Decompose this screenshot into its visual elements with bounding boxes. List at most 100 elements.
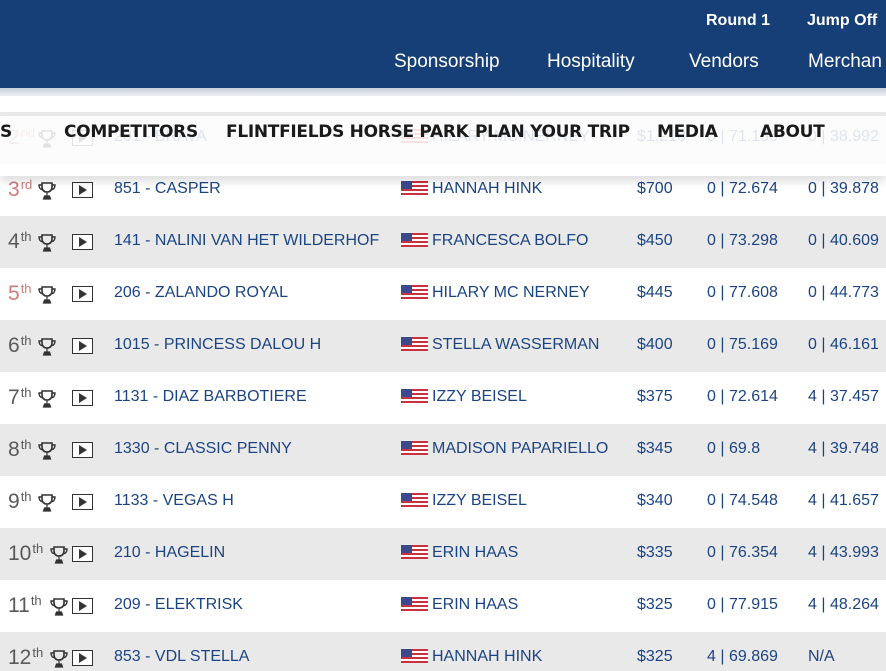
- round-1-score: 0 | 74.548: [707, 492, 778, 509]
- prize-money: $400: [637, 336, 673, 353]
- horse-link[interactable]: 1131 - DIAZ BARBOTIERE: [114, 388, 307, 405]
- table-row: 7th 1131 - DIAZ BARBOTIERE IZZY BEISEL $375…: [0, 372, 886, 424]
- rider-link[interactable]: IZZY BEISEL: [432, 388, 527, 405]
- rider-link[interactable]: MADISON PAPARIELLO: [432, 440, 609, 457]
- video-play-icon[interactable]: [72, 494, 93, 510]
- trophy-icon[interactable]: [38, 337, 56, 357]
- video-play-icon[interactable]: [72, 338, 93, 354]
- trophy-icon[interactable]: [38, 493, 56, 513]
- us-flag-icon: [401, 181, 428, 195]
- table-row: 4th 141 - NALINI VAN HET WILDERHOF FRANCES…: [0, 216, 886, 268]
- prize-money: $375: [637, 388, 673, 405]
- trophy-icon[interactable]: [38, 181, 56, 201]
- table-row: 11th 209 - ELEKTRISK ERIN HAAS $325 0 | 77.9…: [0, 580, 886, 632]
- us-flag-icon: [401, 649, 428, 663]
- trophy-icon[interactable]: [38, 233, 56, 253]
- rider-link[interactable]: IZZY BEISEL: [432, 492, 527, 509]
- nav-merchandise[interactable]: Merchan: [808, 51, 882, 72]
- placing: 11th: [8, 593, 42, 617]
- trophy-icon[interactable]: [38, 285, 56, 305]
- nav-about[interactable]: ABOUT: [760, 122, 825, 142]
- horse-link[interactable]: 1133 - VEGAS H: [114, 492, 234, 509]
- prize-money: $335: [637, 544, 673, 561]
- nav-media[interactable]: MEDIA: [657, 122, 718, 142]
- us-flag-icon: [401, 545, 428, 559]
- prize-money: $325: [637, 596, 673, 613]
- rider-link[interactable]: ERIN HAAS: [432, 544, 519, 561]
- trophy-icon[interactable]: [38, 441, 56, 461]
- jump-off-link[interactable]: Jump Off: [807, 12, 878, 29]
- table-row: 12th 853 - VDL STELLA HANNAH HINK $325 4 | 6…: [0, 632, 886, 671]
- jump-off-score: 0 | 44.773: [808, 284, 879, 301]
- video-play-icon[interactable]: [72, 442, 93, 458]
- horse-link[interactable]: 1015 - PRINCESS DALOU H: [114, 336, 322, 353]
- video-play-icon[interactable]: [72, 650, 93, 666]
- placing: 6th: [8, 333, 32, 357]
- jump-off-score: 4 | 41.657: [808, 492, 879, 509]
- round-1-score: 0 | 75.169: [707, 336, 778, 353]
- table-row: 9th 1133 - VEGAS H IZZY BEISEL $340 0 | 74.5…: [0, 476, 886, 528]
- placing: 9th: [8, 489, 32, 513]
- trophy-icon[interactable]: [50, 649, 68, 669]
- us-flag-icon: [401, 233, 428, 247]
- horse-link[interactable]: 851 - CASPER: [114, 180, 221, 197]
- rider-link[interactable]: HANNAH HINK: [432, 180, 543, 197]
- nav-competitors[interactable]: COMPETITORS: [64, 122, 198, 142]
- horse-link[interactable]: 206 - ZALANDO ROYAL: [114, 284, 288, 301]
- video-play-icon[interactable]: [72, 286, 93, 302]
- round-1-score: 0 | 73.298: [707, 232, 778, 249]
- us-flag-icon: [401, 285, 428, 299]
- jump-off-score: 0 | 39.878: [808, 180, 879, 197]
- video-play-icon[interactable]: [72, 598, 93, 614]
- rider-link[interactable]: HANNAH HINK: [432, 648, 543, 665]
- round-1-score: 0 | 77.915: [707, 596, 778, 613]
- video-play-icon[interactable]: [72, 234, 93, 250]
- rider-link[interactable]: STELLA WASSERMAN: [432, 336, 600, 353]
- round-1-link[interactable]: Round 1: [706, 12, 770, 29]
- results-table: 2nd201 - BRAVAHILARY MC NERNEY$1,2100 | …: [0, 96, 886, 671]
- table-row: 8th 1330 - CLASSIC PENNY MADISON PAPARIELL…: [0, 424, 886, 476]
- horse-link[interactable]: 141 - NALINI VAN HET WILDERHOF: [114, 232, 380, 249]
- trophy-icon[interactable]: [38, 389, 56, 409]
- video-play-icon[interactable]: [72, 546, 93, 562]
- rider-link[interactable]: FRANCESCA BOLFO: [432, 232, 589, 249]
- trophy-icon[interactable]: [50, 545, 68, 565]
- prize-money: $700: [637, 180, 673, 197]
- video-play-icon[interactable]: [72, 182, 93, 198]
- horse-link[interactable]: 209 - ELEKTRISK: [114, 596, 243, 613]
- table-row: 10th 210 - HAGELIN ERIN HAAS $335 0 | 76.354…: [0, 528, 886, 580]
- rider-link[interactable]: HILARY MC NERNEY: [432, 284, 590, 301]
- round-1-score: 0 | 72.674: [707, 180, 778, 197]
- us-flag-icon: [401, 337, 428, 351]
- nav-plan-your-trip[interactable]: PLAN YOUR TRIP: [475, 122, 630, 142]
- jump-off-score: 4 | 37.457: [808, 388, 879, 405]
- video-play-icon[interactable]: [72, 390, 93, 406]
- trophy-icon[interactable]: [50, 597, 68, 617]
- us-flag-icon: [401, 441, 428, 455]
- placing: 4th: [8, 229, 32, 253]
- prize-money: $450: [637, 232, 673, 249]
- nav-item-partial[interactable]: S: [0, 122, 12, 142]
- horse-link[interactable]: 1330 - CLASSIC PENNY: [114, 440, 292, 457]
- nav-hospitality[interactable]: Hospitality: [547, 51, 635, 72]
- nav-sponsorship[interactable]: Sponsorship: [394, 51, 500, 72]
- round-1-score: 0 | 77.608: [707, 284, 778, 301]
- horse-link[interactable]: 853 - VDL STELLA: [114, 648, 250, 665]
- jump-off-score: 4 | 39.748: [808, 440, 879, 457]
- horse-link[interactable]: 210 - HAGELIN: [114, 544, 226, 561]
- prize-money: $345: [637, 440, 673, 457]
- jump-off-score: 0 | 40.609: [808, 232, 879, 249]
- round-1-score: 0 | 76.354: [707, 544, 778, 561]
- round-1-score: 0 | 69.8: [707, 440, 761, 457]
- placing: 3rd: [8, 177, 33, 201]
- nav-vendors[interactable]: Vendors: [689, 51, 759, 72]
- jump-off-score: 4 | 43.993: [808, 544, 879, 561]
- jump-off-score: 4 | 48.264: [808, 596, 879, 613]
- nav-flintfields-horse-park[interactable]: FLINTFIELDS HORSE PARK: [226, 122, 469, 142]
- placing: 7th: [8, 385, 32, 409]
- placing: 8th: [8, 437, 32, 461]
- rider-link[interactable]: ERIN HAAS: [432, 596, 519, 613]
- jump-off-score: 0 | 46.161: [808, 336, 879, 353]
- us-flag-icon: [401, 597, 428, 611]
- jump-off-score: N/A: [808, 648, 835, 665]
